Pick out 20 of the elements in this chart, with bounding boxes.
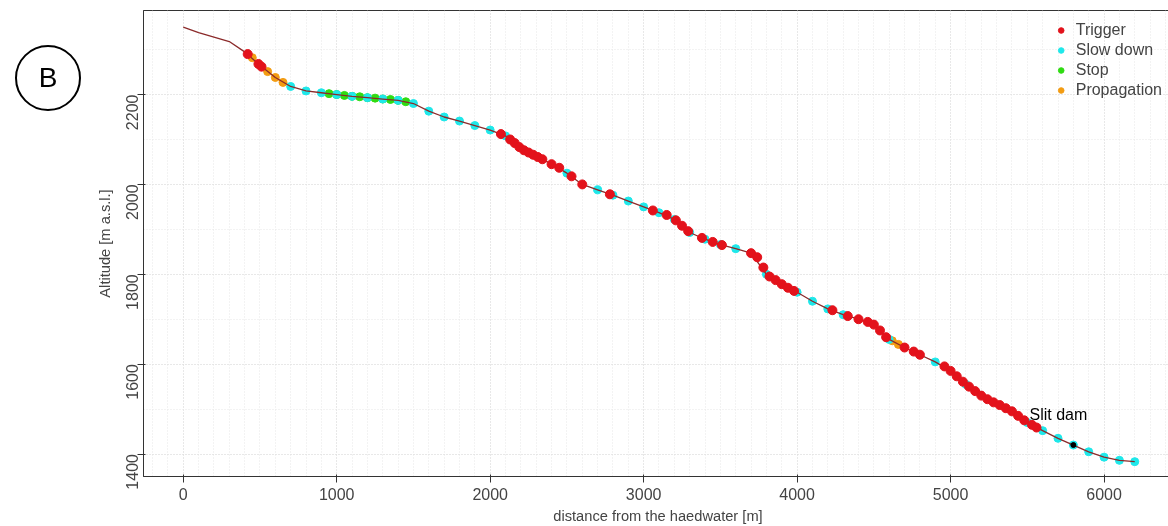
y-tick-label: 1800: [124, 274, 142, 310]
x-tick-label: 4000: [779, 485, 816, 503]
x-axis-title: distance from the haedwater [m]: [553, 507, 763, 524]
legend-label: Slow down: [1075, 41, 1154, 59]
text: B: [15, 45, 81, 111]
legend-label: Trigger: [1075, 21, 1126, 39]
annotation: Slit dam: [1029, 406, 1088, 424]
y-tick-label: 1600: [124, 364, 142, 400]
x-tick-label: 1000: [318, 485, 355, 503]
x-tick-label: 3000: [625, 485, 662, 503]
x-tick-label: 2000: [472, 485, 509, 503]
x-tick-label: 5000: [932, 485, 969, 503]
y-axis-title: Altitude [m a.s.l.]: [96, 189, 113, 298]
x-tick-label: 6000: [1086, 485, 1122, 503]
x-tick-label: 0: [178, 485, 188, 503]
legend-label: Propagation: [1075, 81, 1162, 99]
y-tick-label: 2000: [124, 184, 142, 220]
y-tick-label: 1400: [124, 453, 142, 490]
y-tick-label: 2200: [124, 94, 142, 131]
legend-label: Stop: [1075, 61, 1109, 79]
